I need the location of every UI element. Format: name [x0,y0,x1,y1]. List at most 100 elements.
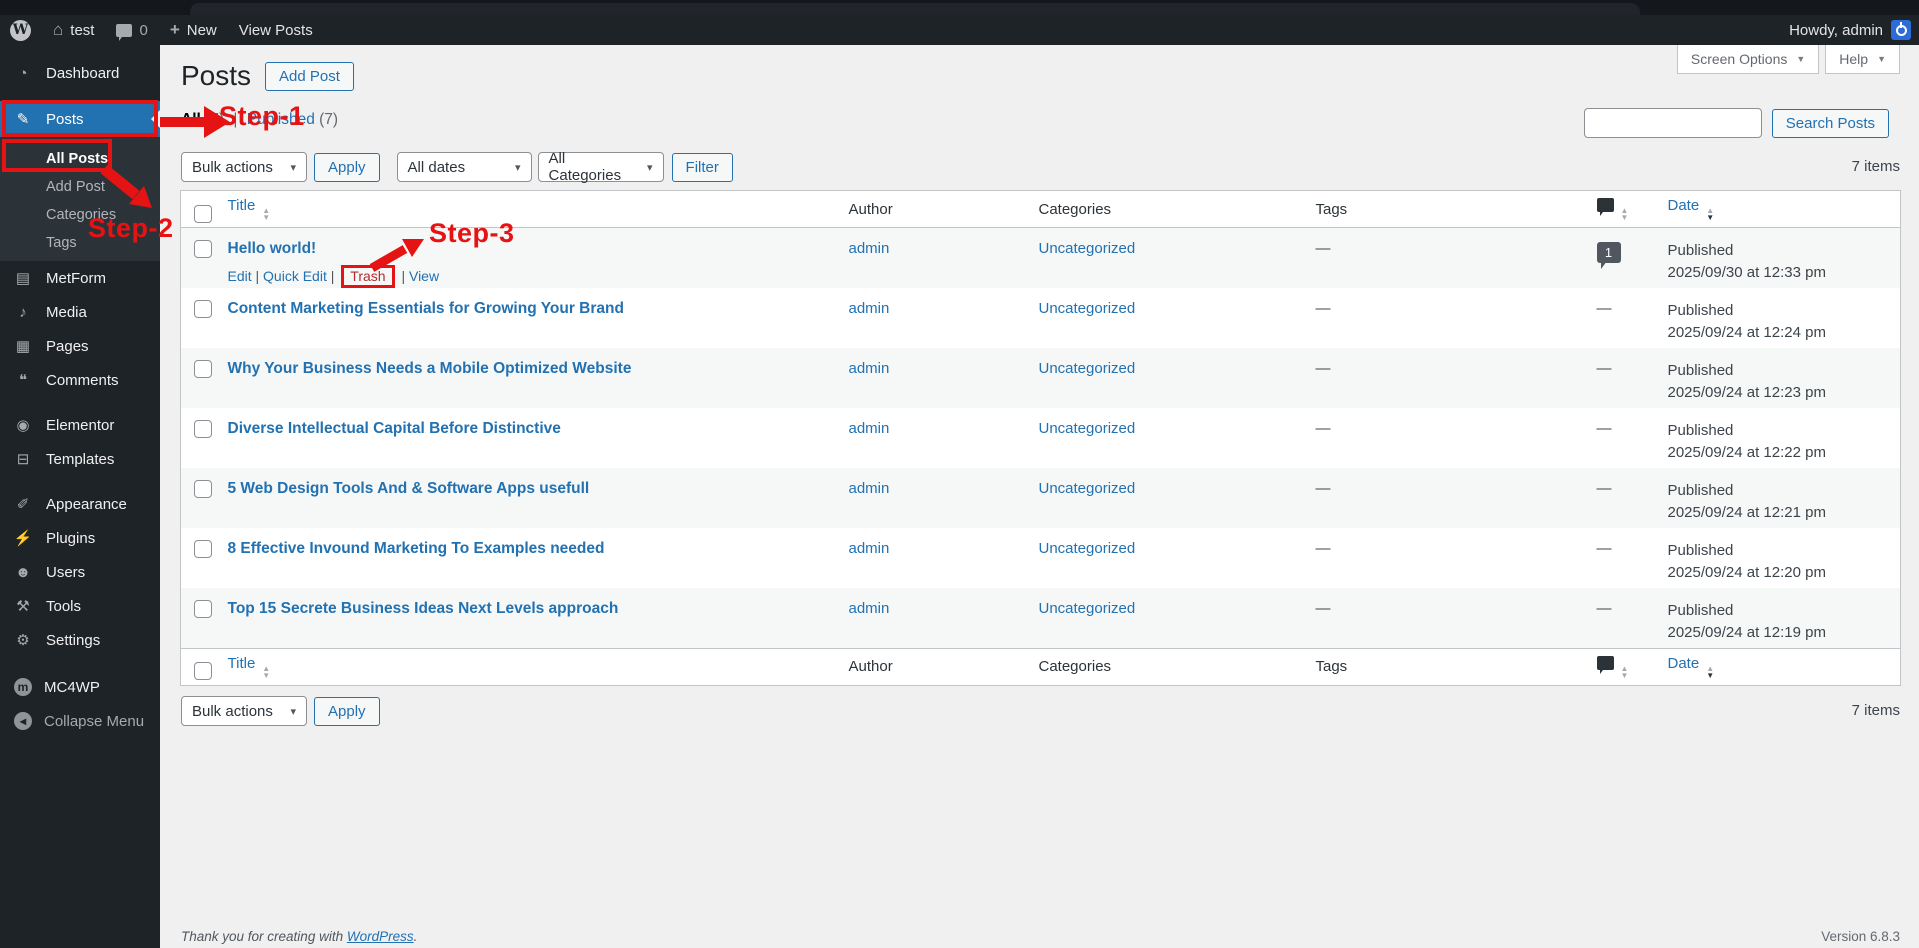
wordpress-menu[interactable]: W [10,19,31,41]
select-all-checkbox[interactable] [194,204,212,223]
apply-button-bottom[interactable]: Apply [314,696,380,726]
sort-date-header[interactable]: Date [1667,197,1700,214]
row-checkbox[interactable] [194,480,212,498]
comment-count-badge[interactable]: 1 [1596,242,1621,269]
sidebar-item-plugins[interactable]: ⚡ Plugins [0,521,160,555]
brush-icon: ✐ [16,496,30,513]
author-link[interactable]: admin [848,300,890,317]
post-date: 2025/09/30 at 12:33 pm [1667,263,1826,281]
sort-title-header[interactable]: Title [227,654,256,672]
sidebar-item-label: Pages [46,337,89,355]
author-link[interactable]: admin [848,480,890,497]
admin-bar-account[interactable]: Howdy, admin [1789,15,1911,45]
current-menu-arrow [151,110,160,128]
post-status: Published [1667,482,1734,499]
screen-options-tab[interactable]: Screen Options ▼ [1676,45,1820,74]
comments-column-icon[interactable] [1596,198,1614,216]
category-link[interactable]: Uncategorized [1038,300,1136,317]
category-link[interactable]: Uncategorized [1038,600,1136,617]
dates-filter-select[interactable]: All dates ▾ [396,152,532,182]
new-content-menu[interactable]: + New [170,20,217,40]
sidebar-item-appearance[interactable]: ✐ Appearance [0,487,160,521]
row-checkbox[interactable] [194,540,212,558]
site-name-link[interactable]: ⌂ test [53,20,94,40]
category-link[interactable]: Uncategorized [1038,420,1136,437]
categories-header: Categories [1038,190,1316,228]
tags-value: — [1315,480,1331,497]
post-title-link[interactable]: Top 15 Secrete Business Ideas Next Level… [227,600,619,617]
filter-separator: | [233,111,238,128]
submenu-all-posts[interactable]: All Posts [0,145,160,173]
browser-chrome-strip [0,0,1919,15]
sidebar-item-templates[interactable]: ⊟ Templates [0,442,160,476]
row-checkbox[interactable] [194,300,212,318]
search-posts-button[interactable]: Search Posts [1771,108,1889,138]
submenu-add-post[interactable]: Add Post [0,173,160,201]
row-checkbox[interactable] [194,240,212,258]
post-title-link[interactable]: Why Your Business Needs a Mobile Optimiz… [227,360,632,377]
categories-filter-select[interactable]: All Categories ▾ [537,150,664,184]
add-post-button[interactable]: Add Post [265,61,354,91]
row-checkbox[interactable] [194,420,212,438]
sidebar-item-tools[interactable]: ⚒ Tools [0,589,160,623]
apply-button[interactable]: Apply [314,152,380,182]
sidebar-item-comments[interactable]: ❝ Comments [0,363,160,397]
author-link[interactable]: admin [848,420,890,437]
submenu-tags[interactable]: Tags [0,229,160,257]
quick-edit-link[interactable]: Quick Edit [263,268,327,284]
category-link[interactable]: Uncategorized [1038,240,1136,257]
collapse-menu-button[interactable]: ◂ Collapse Menu [0,704,160,738]
view-posts-link[interactable]: View Posts [239,22,313,39]
sidebar-item-pages[interactable]: ▦ Pages [0,329,160,363]
sidebar-item-media[interactable]: ♪ Media [0,295,160,329]
select-all-checkbox[interactable] [194,662,212,680]
category-link[interactable]: Uncategorized [1038,480,1136,497]
trash-highlight-box: Trash [341,265,395,288]
submenu-categories[interactable]: Categories [0,201,160,229]
post-title-link[interactable]: 5 Web Design Tools And & Software Apps u… [227,480,590,497]
sidebar-item-metform[interactable]: ▤ MetForm [0,261,160,295]
author-link[interactable]: admin [848,360,890,377]
post-date: 2025/09/24 at 12:24 pm [1667,323,1826,341]
sidebar-item-dashboard[interactable]: ◔ Dashboard [0,56,160,90]
comments-column-icon[interactable] [1596,655,1614,674]
post-title-link[interactable]: Content Marketing Essentials for Growing… [227,300,624,317]
bulk-actions-select[interactable]: Bulk actions ▾ [181,152,307,182]
search-input[interactable] [1583,108,1762,138]
comment-count: 0 [139,21,148,39]
table-footer-row: Title ▲ ▼ Author Categories Tags ▲ ▼ Date ▲ ▼ [180,647,1901,685]
row-checkbox[interactable] [194,600,212,618]
post-title-link[interactable]: 8 Effective Invound Marketing To Example… [227,540,605,557]
author-link[interactable]: admin [848,540,890,557]
comments-shortcut[interactable]: 0 [116,21,148,41]
bulk-actions-select-bottom[interactable]: Bulk actions ▾ [181,696,307,726]
view-posts-label: View Posts [238,21,313,39]
comments-value: — [1596,540,1612,557]
filter-all-link[interactable]: All [181,111,201,128]
chevron-down-icon: ▾ [290,705,296,718]
filter-published-link[interactable]: Published [246,111,315,128]
row-checkbox[interactable] [194,360,212,378]
category-link[interactable]: Uncategorized [1038,360,1136,377]
sidebar-item-settings[interactable]: ⚙ Settings [0,623,160,657]
post-title-link[interactable]: Diverse Intellectual Capital Before Dist… [227,420,561,437]
sidebar-item-mc4wp[interactable]: m MC4WP [0,670,160,704]
author-link[interactable]: admin [848,240,890,257]
action-separator: | [401,268,406,284]
post-title-link[interactable]: Hello world! [227,240,317,257]
sidebar-item-users[interactable]: ☻ Users [0,555,160,589]
avatar [1891,20,1911,40]
trash-link[interactable]: Trash [350,268,386,284]
category-link[interactable]: Uncategorized [1038,540,1136,557]
edit-link[interactable]: Edit [227,268,252,284]
sidebar-item-elementor[interactable]: ◉ Elementor [0,408,160,442]
sort-date-header[interactable]: Date [1667,654,1700,672]
sidebar-item-posts[interactable]: ✎ Posts [0,101,160,137]
sort-title-header[interactable]: Title [227,197,256,214]
wordpress-link[interactable]: WordPress [346,929,414,944]
help-tab[interactable]: Help ▼ [1825,45,1900,74]
howdy-label: Howdy, admin [1789,21,1883,39]
author-link[interactable]: admin [848,600,890,617]
view-link[interactable]: View [408,268,440,284]
filter-button[interactable]: Filter [671,152,733,182]
